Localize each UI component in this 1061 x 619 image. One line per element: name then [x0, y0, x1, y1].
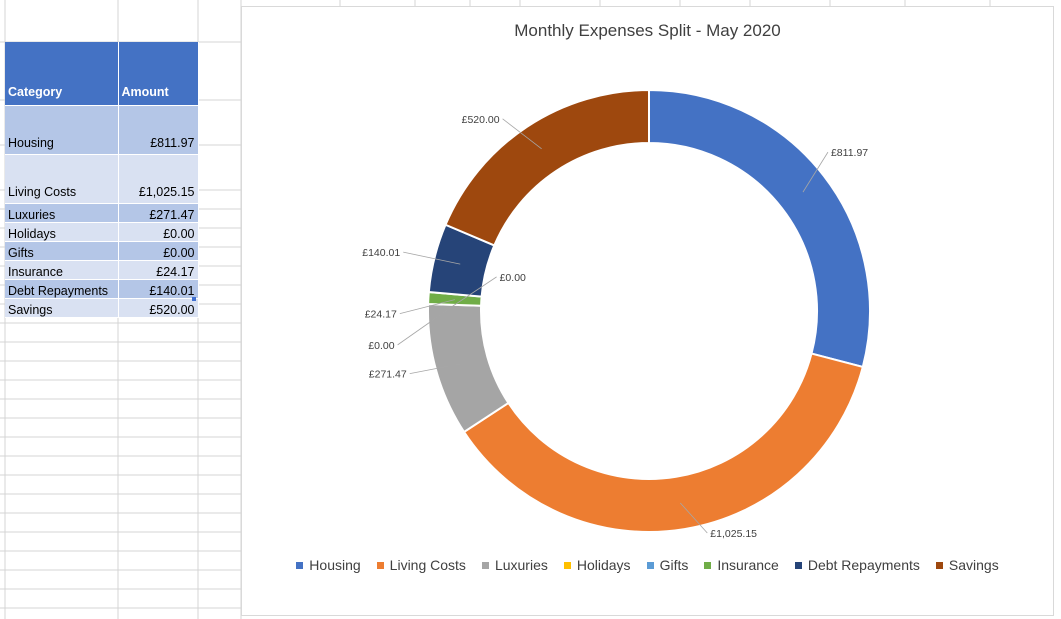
leader-line [680, 502, 708, 534]
leader-line [502, 118, 542, 150]
leader-line [454, 276, 497, 306]
amount-cell[interactable]: £0.00 [118, 222, 199, 242]
legend-item-gifts[interactable]: Gifts [646, 557, 689, 573]
category-cell[interactable]: Living Costs [5, 154, 119, 204]
legend-label: Housing [309, 557, 361, 573]
expenses-table: Category Amount Housing £811.97 Living C… [5, 42, 199, 318]
legend-item-luxuries[interactable]: Luxuries [481, 557, 548, 573]
legend-swatch [646, 561, 654, 569]
leader-line [399, 299, 455, 314]
chart-area[interactable]: £811.97 £1,025.15 £271.47 £0.00 £0.00 £24.17 £… [241, 6, 1054, 616]
chart-legend[interactable]: Housing Living Costs Luxuries Holidays Gifts… [242, 557, 1053, 573]
table-row: Savings £520.00 [5, 298, 199, 318]
data-label-gifts[interactable]: £0.00 [500, 272, 526, 284]
chart-title[interactable]: Monthly Expenses Split - May 2020 [514, 21, 781, 40]
legend-swatch [376, 561, 384, 569]
slice-housing[interactable] [648, 88, 871, 369]
leader-line [397, 304, 455, 346]
category-cell[interactable]: Gifts [5, 241, 119, 261]
amount-cell[interactable]: £140.01 [118, 279, 199, 299]
legend-label: Luxuries [494, 557, 548, 573]
table-row: Gifts £0.00 [5, 241, 199, 261]
amount-cell[interactable]: £0.00 [118, 241, 199, 261]
legend-item-debt-repayments[interactable]: Debt Repayments [794, 557, 920, 573]
legend-swatch [481, 561, 489, 569]
category-cell[interactable]: Holidays [5, 222, 119, 242]
leader-line [403, 251, 461, 265]
header-amount[interactable]: Amount [118, 42, 199, 106]
category-cell[interactable]: Debt Repayments [5, 279, 119, 299]
table-row: Debt Repayments £140.01 [5, 279, 199, 299]
legend-item-living-costs[interactable]: Living Costs [376, 557, 466, 573]
amount-cell[interactable]: £1,025.15 [118, 154, 199, 204]
leader-line [409, 363, 462, 374]
legend-label: Insurance [717, 557, 779, 573]
fill-handle[interactable] [192, 297, 196, 301]
data-label-insurance[interactable]: £24.17 [365, 309, 397, 321]
legend-label: Savings [948, 557, 999, 573]
amount-cell[interactable]: £520.00 [118, 298, 199, 318]
legend-swatch [794, 561, 802, 569]
data-label-living-costs[interactable]: £1,025.15 [710, 528, 757, 540]
legend-swatch [563, 561, 571, 569]
doughnut-chart: £811.97 £1,025.15 £271.47 £0.00 £0.00 £24.17 £… [362, 88, 871, 540]
category-cell[interactable]: Housing [5, 105, 119, 155]
legend-swatch [296, 561, 304, 569]
data-label-luxuries[interactable]: £271.47 [369, 369, 407, 381]
legend-item-savings[interactable]: Savings [935, 557, 999, 573]
legend-label: Debt Repayments [807, 557, 920, 573]
legend-swatch [935, 561, 943, 569]
category-cell[interactable]: Luxuries [5, 203, 119, 223]
leader-line [802, 151, 829, 193]
table-row: Housing £811.97 [5, 105, 199, 155]
legend-label: Gifts [659, 557, 689, 573]
table-row: Luxuries £271.47 [5, 203, 199, 223]
legend-label: Holidays [576, 557, 631, 573]
amount-cell[interactable]: £811.97 [118, 105, 199, 155]
data-label-debt-repayments[interactable]: £140.01 [362, 247, 400, 259]
table-row: Living Costs £1,025.15 [5, 154, 199, 204]
slice-living-costs[interactable] [462, 352, 865, 533]
amount-cell[interactable]: £271.47 [118, 203, 199, 223]
table-row: Holidays £0.00 [5, 222, 199, 242]
slice-savings[interactable] [444, 88, 650, 247]
category-cell[interactable]: Savings [5, 298, 119, 318]
table-header-row: Category Amount [5, 42, 199, 106]
data-label-savings[interactable]: £520.00 [462, 114, 500, 126]
header-category[interactable]: Category [5, 42, 119, 106]
table-row: Insurance £24.17 [5, 260, 199, 280]
legend-item-insurance[interactable]: Insurance [704, 557, 779, 573]
data-label-holidays[interactable]: £0.00 [368, 340, 394, 352]
legend-item-holidays[interactable]: Holidays [563, 557, 631, 573]
legend-item-housing[interactable]: Housing [296, 557, 361, 573]
amount-cell[interactable]: £24.17 [118, 260, 199, 280]
category-cell[interactable]: Insurance [5, 260, 119, 280]
legend-label: Living Costs [389, 557, 466, 573]
data-label-housing[interactable]: £811.97 [831, 147, 868, 159]
legend-swatch [704, 561, 712, 569]
